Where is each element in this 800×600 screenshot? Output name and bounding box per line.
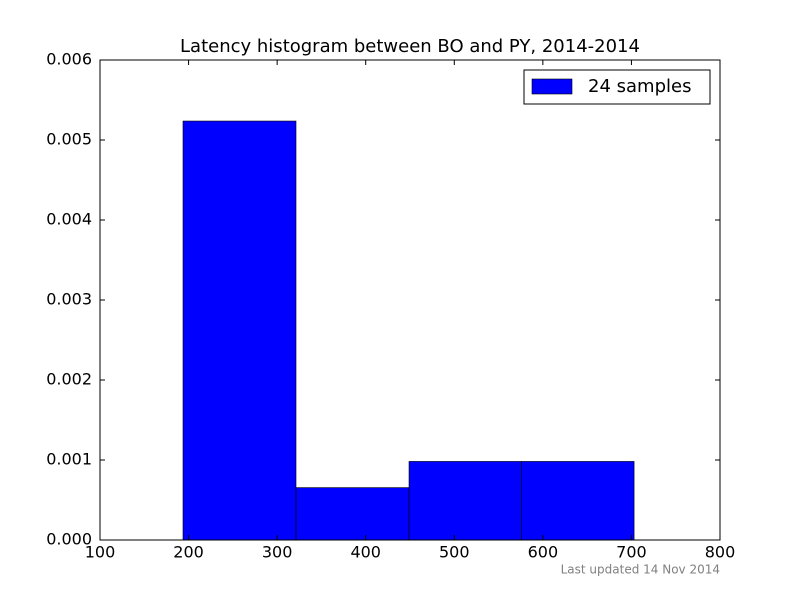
- x-tick-label: 300: [262, 543, 293, 562]
- x-tick-label: 100: [85, 543, 116, 562]
- y-tick-label: 0.001: [46, 450, 92, 469]
- bar: [408, 461, 522, 541]
- y-tick-label: 0.005: [46, 130, 92, 149]
- legend-swatch: [531, 78, 573, 95]
- y-tick-label: 0.000: [46, 530, 92, 549]
- y-tick-label: 0.004: [46, 210, 92, 229]
- chart-title: Latency histogram between BO and PY, 201…: [180, 36, 640, 57]
- x-tick-label: 500: [439, 543, 470, 562]
- y-tick-label: 0.006: [46, 50, 92, 69]
- y-tick-label: 0.002: [46, 370, 92, 389]
- bar: [295, 487, 410, 541]
- x-tick-label: 600: [528, 543, 559, 562]
- x-tick-label: 800: [705, 543, 736, 562]
- bar: [521, 461, 635, 541]
- x-tick-label: 700: [616, 543, 647, 562]
- bar: [182, 120, 297, 541]
- x-tick-label: 400: [350, 543, 381, 562]
- y-tick-label: 0.003: [46, 290, 92, 309]
- footnote: Last updated 14 Nov 2014: [561, 563, 720, 577]
- legend-label: 24 samples: [588, 76, 691, 97]
- x-tick-label: 200: [173, 543, 204, 562]
